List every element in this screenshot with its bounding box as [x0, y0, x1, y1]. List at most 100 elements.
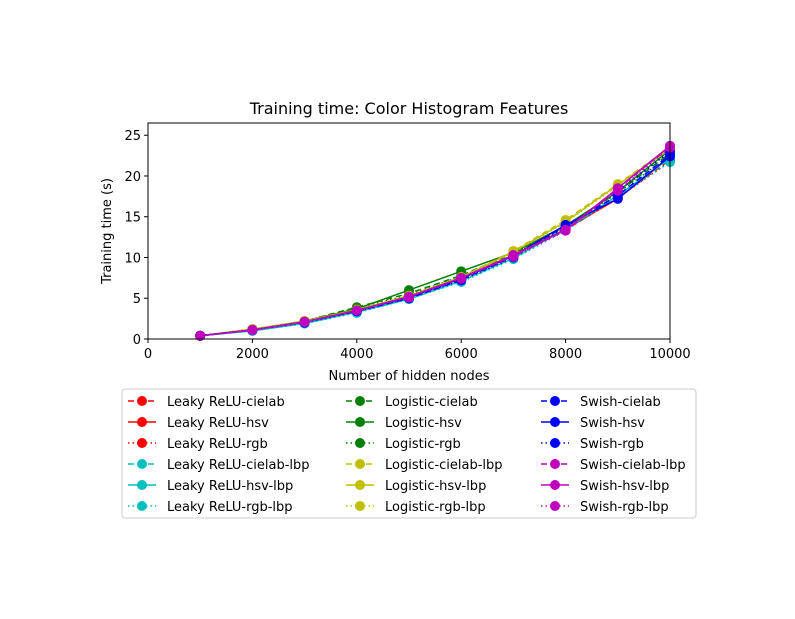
legend-label: Swish-hsv: [580, 416, 645, 431]
legend-swatch-marker: [550, 480, 560, 490]
legend-label: Logistic-hsv-lbp: [385, 479, 486, 494]
legend-swatch-marker: [355, 459, 365, 469]
data-point: [404, 292, 414, 303]
legend-label: Swish-cielab: [580, 395, 661, 410]
x-tick-label: 8000: [549, 347, 582, 362]
y-axis-label: Training time (s): [100, 178, 115, 285]
series-5: [195, 157, 675, 341]
x-tick-label: 4000: [340, 347, 373, 362]
legend-swatch-marker: [355, 480, 365, 490]
legend-label: Swish-cielab-lbp: [580, 458, 686, 473]
series-line: [200, 159, 671, 337]
legend-swatch-marker: [137, 417, 147, 427]
legend: Leaky ReLU-cielab Leaky ReLU-hsv Leaky ReL…: [121, 388, 697, 519]
legend-label: Logistic-rgb: [385, 437, 461, 452]
series-15: [195, 141, 675, 341]
legend-swatch-marker: [137, 480, 147, 490]
series-7: [195, 144, 675, 341]
x-ticks: 0 2000 4000 6000 8000 10000: [144, 339, 691, 362]
legend-swatch-marker: [550, 396, 560, 406]
legend-label: Leaky ReLU-rgb: [167, 437, 268, 452]
legend-swatch-marker: [550, 459, 560, 469]
legend-entry: Leaky ReLU-hsv-lbp: [128, 479, 293, 494]
legend-label: Leaky ReLU-hsv-lbp: [167, 479, 293, 494]
chart-title: Training time: Color Histogram Features: [249, 99, 569, 118]
legend-swatch-marker: [137, 438, 147, 448]
legend-label: Swish-hsv-lbp: [580, 479, 669, 494]
series-12: [195, 149, 675, 341]
legend-swatch-marker: [355, 501, 365, 511]
x-tick-label: 2000: [236, 347, 269, 362]
series-line: [200, 148, 671, 337]
legend-entry: Leaky ReLU-hsv: [128, 416, 269, 431]
legend-swatch-marker: [137, 501, 147, 511]
data-point: [508, 251, 519, 262]
series-6: [195, 148, 675, 341]
legend-swatch-marker: [355, 417, 365, 427]
legend-swatch-marker: [550, 417, 560, 427]
series-line: [200, 147, 671, 337]
series-1: [195, 152, 675, 341]
series-line: [200, 154, 671, 337]
series-line: [200, 154, 671, 337]
legend-entry: Leaky ReLU-rgb-lbp: [128, 500, 293, 515]
series-line: [200, 155, 671, 337]
series-layer: [195, 140, 675, 341]
series-17: [195, 142, 675, 341]
legend-entry: Logistic-cielab: [346, 395, 478, 410]
legend-entry: Leaky ReLU-rgb: [128, 437, 268, 452]
legend-entry: Swish-rgb: [541, 437, 644, 452]
legend-swatch-marker: [137, 459, 147, 469]
legend-entry: Swish-cielab: [541, 395, 661, 410]
legend-entries: Leaky ReLU-cielab Leaky ReLU-hsv Leaky ReL…: [128, 395, 686, 515]
legend-swatch-marker: [550, 501, 560, 511]
series-line: [200, 158, 671, 337]
data-point: [612, 193, 623, 204]
y-tick-label: 5: [133, 292, 141, 307]
series-8: [195, 150, 675, 341]
y-tick-label: 10: [124, 251, 141, 266]
x-tick-label: 0: [144, 347, 152, 362]
data-point: [560, 225, 571, 236]
data-point: [612, 185, 623, 196]
legend-entry: Logistic-rgb: [346, 437, 461, 452]
x-axis-label: Number of hidden nodes: [329, 369, 490, 384]
legend-entry: Logistic-rgb-lbp: [346, 500, 486, 515]
y-tick-label: 0: [133, 333, 141, 348]
series-16: [195, 140, 675, 341]
series-line: [200, 146, 671, 337]
legend-entry: Swish-cielab-lbp: [541, 458, 686, 473]
y-tick-label: 25: [124, 129, 141, 144]
series-9: [195, 142, 675, 341]
legend-label: Leaky ReLU-cielab-lbp: [167, 458, 310, 473]
x-tick-label: 6000: [445, 347, 478, 362]
data-point: [456, 273, 467, 284]
legend-label: Leaky ReLU-cielab: [167, 395, 285, 410]
data-point: [195, 330, 206, 341]
legend-label: Swish-rgb-lbp: [580, 500, 669, 515]
series-4: [195, 153, 675, 341]
legend-entry: Swish-rgb-lbp: [541, 500, 669, 515]
y-tick-label: 20: [124, 170, 141, 185]
y-ticks: 0 5 10 15 20 25: [124, 129, 148, 348]
series-13: [195, 151, 675, 341]
legend-swatch-marker: [550, 438, 560, 448]
series-line: [200, 146, 671, 337]
series-14: [195, 146, 675, 341]
series-0: [195, 154, 675, 341]
plot-frame: [147, 122, 671, 340]
series-line: [200, 145, 671, 337]
data-point: [299, 316, 310, 327]
legend-entry: Logistic-cielab-lbp: [346, 458, 503, 473]
series-11: [195, 143, 675, 341]
legend-label: Logistic-rgb-lbp: [385, 500, 486, 515]
legend-entry: Swish-hsv-lbp: [541, 479, 669, 494]
series-line: [200, 161, 671, 337]
legend-label: Swish-rgb: [580, 437, 644, 452]
legend-swatch-marker: [137, 396, 147, 406]
x-tick-label: 10000: [649, 347, 690, 362]
legend-entry: Leaky ReLU-cielab-lbp: [128, 458, 310, 473]
series-line: [200, 160, 671, 337]
series-line: [200, 157, 671, 337]
